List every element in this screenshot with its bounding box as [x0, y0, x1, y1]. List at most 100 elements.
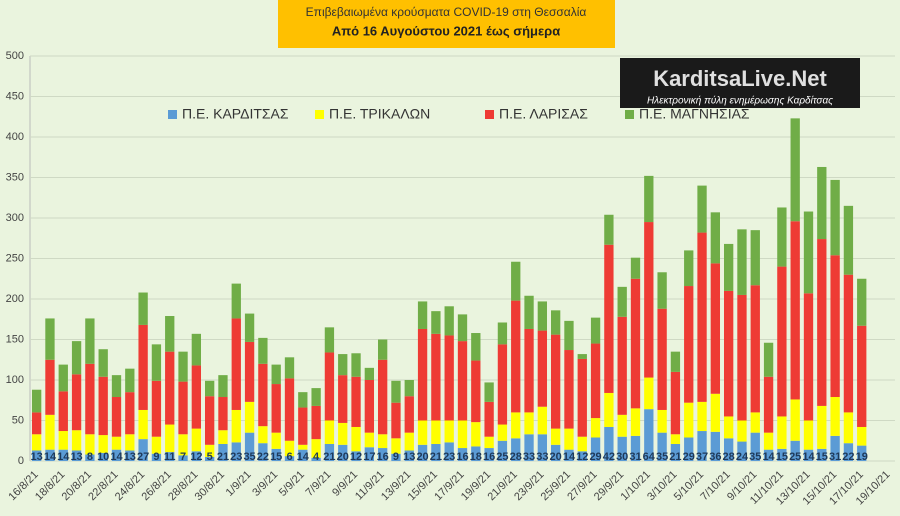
bar-segment	[657, 409, 667, 433]
bar-segment	[338, 422, 348, 445]
bar-segment	[404, 450, 414, 461]
bar-segment	[803, 211, 814, 294]
bar-segment	[857, 426, 867, 446]
bar-segment	[577, 354, 587, 359]
data-label: 9	[393, 451, 399, 463]
bar-segment	[617, 436, 627, 461]
data-label: 22	[842, 451, 854, 463]
bar-segment	[364, 367, 375, 380]
bar-segment	[351, 376, 361, 427]
data-label: 42	[603, 451, 615, 463]
data-label: 7	[180, 451, 186, 463]
bar-segment	[311, 405, 321, 440]
bar-segment	[45, 318, 55, 360]
bar-segment	[364, 432, 375, 448]
bar-segment	[697, 401, 707, 432]
bar-segment	[617, 286, 627, 317]
bar-segment	[497, 440, 508, 461]
bar-segment	[471, 333, 481, 361]
data-label: 24	[736, 451, 749, 463]
bar-segment	[71, 430, 82, 451]
bar-segment	[85, 434, 95, 455]
x-tick-label: 7/9/21	[303, 469, 333, 499]
bar-segment	[377, 339, 388, 360]
data-label: 23	[443, 451, 455, 463]
bar-segment	[391, 380, 401, 403]
bar-segment	[218, 375, 228, 398]
bar-segment	[244, 401, 255, 433]
legend-label: Π.Ε. ΛΑΡΙΣΑΣ	[499, 106, 588, 122]
y-tick-label: 500	[6, 50, 24, 62]
data-label: 31	[629, 451, 641, 463]
bar-segment	[670, 371, 681, 435]
bar-segment	[857, 445, 867, 461]
bar-segment	[750, 432, 760, 461]
bar-segment	[577, 436, 587, 452]
bar-segment	[750, 285, 760, 413]
y-tick-label: 350	[6, 171, 24, 183]
bar-segment	[657, 272, 667, 309]
bar-segment	[71, 450, 82, 461]
bar-segment	[377, 359, 388, 435]
bar-segment	[58, 431, 68, 450]
bar-segment	[258, 337, 268, 364]
data-label: 13	[31, 451, 43, 463]
bar-segment	[111, 449, 122, 461]
data-label: 10	[97, 451, 109, 463]
bar-segment	[777, 416, 787, 449]
bar-segment	[284, 378, 295, 441]
bar-segment	[644, 222, 654, 378]
bar-segment	[244, 313, 255, 342]
data-label: 36	[709, 451, 721, 463]
bar-segment	[590, 437, 601, 461]
logo-name: KarditsaLive.Net	[653, 66, 827, 91]
bar-segment	[271, 364, 281, 385]
data-label: 11	[164, 451, 176, 463]
bar-segment	[537, 406, 548, 435]
bar-segment	[524, 434, 534, 461]
bar-segment	[31, 434, 42, 451]
bar-segment	[324, 443, 335, 461]
bar-segment	[564, 428, 574, 450]
bar-segment	[444, 442, 454, 461]
bar-segment	[165, 316, 175, 352]
bar-segment	[537, 434, 548, 461]
data-label: 14	[762, 451, 775, 463]
bar-segment	[45, 414, 55, 450]
data-label: 14	[563, 451, 576, 463]
bar-segment	[564, 350, 574, 429]
bar-segment	[590, 418, 601, 438]
bar-segment	[324, 352, 335, 421]
data-label: 13	[124, 451, 136, 463]
bar-segment	[125, 434, 135, 451]
bar-segment	[165, 452, 175, 461]
data-label: 20	[337, 451, 349, 463]
bar-segment	[138, 439, 148, 461]
bar-segment	[218, 430, 228, 444]
bar-segment	[404, 380, 414, 397]
data-label: 18	[470, 451, 482, 463]
bar-segment	[338, 354, 348, 376]
bar-segment	[311, 457, 321, 461]
bar-segment	[58, 449, 68, 461]
bar-segment	[457, 341, 468, 421]
bar-segment	[151, 436, 162, 454]
bar-segment	[298, 449, 308, 461]
bar-segment	[178, 351, 188, 382]
bar-segment	[298, 392, 308, 408]
bar-segment	[324, 327, 335, 353]
bar-segment	[644, 409, 654, 461]
data-label: 15	[816, 451, 828, 463]
bar-segment	[431, 420, 441, 444]
bar-segment	[857, 325, 867, 427]
bar-segment	[497, 344, 508, 425]
bar-segment	[604, 426, 614, 461]
bar-segment	[338, 444, 348, 461]
bar-segment	[98, 435, 108, 453]
bar-segment	[71, 374, 82, 431]
bar-segment	[258, 363, 268, 427]
bar-segment	[204, 396, 215, 445]
bar-segment	[151, 380, 162, 437]
bar-segment	[204, 444, 215, 457]
bar-segment	[524, 328, 534, 413]
